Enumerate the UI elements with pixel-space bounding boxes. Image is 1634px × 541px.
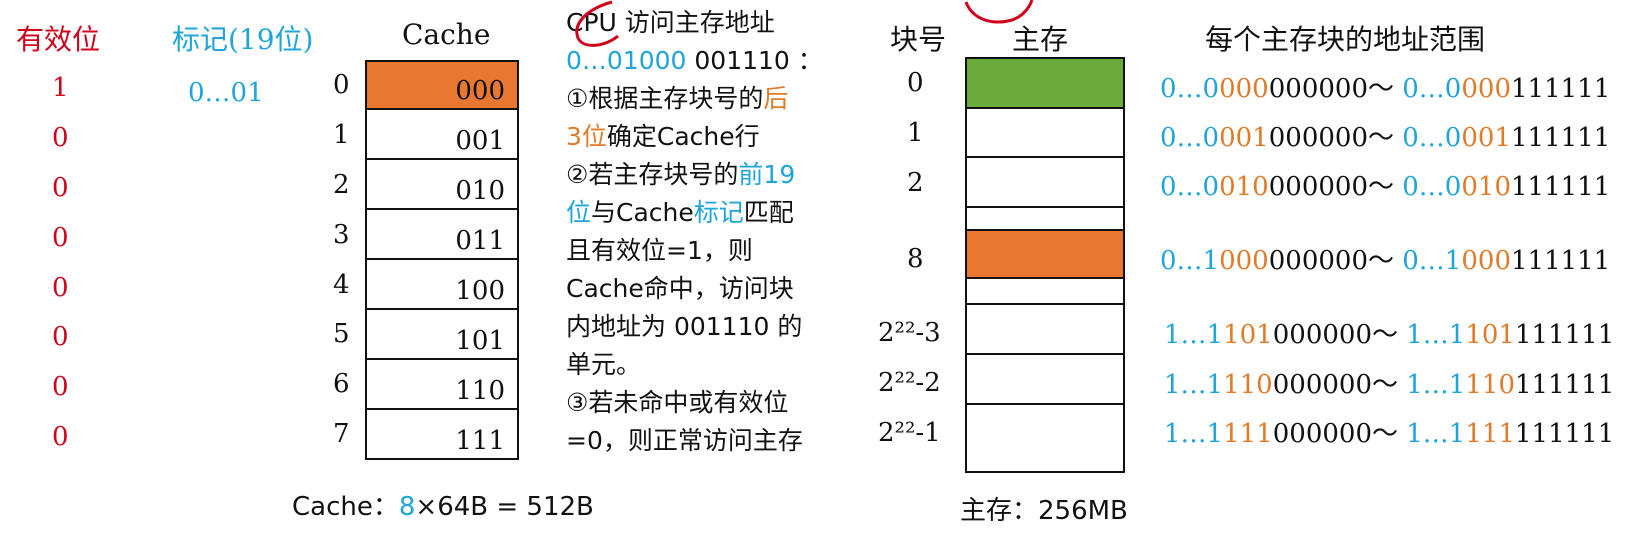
cache-line-bits: 110 — [455, 376, 505, 406]
tag-value: 0…01 — [188, 78, 264, 108]
tag-header: 标记(19位) — [172, 23, 314, 56]
address-range-row: 1…1111000000～ 1…1111111111 — [1164, 419, 1615, 449]
memory-divider — [967, 353, 1123, 355]
block-number: 8 — [907, 244, 924, 274]
memory-divider — [967, 107, 1123, 109]
access-description: CPU 访问主存地址 0…01000 001110 ： ①根据主存块号的后 3位… — [566, 4, 866, 460]
address-range-row: 1…1110000000～ 1…1110111111 — [1164, 370, 1615, 400]
memory-divider — [967, 156, 1123, 158]
desc-step3: ③若未命中或有效位 — [566, 388, 789, 417]
desc-line: Cache命中，访问块 — [566, 274, 794, 303]
desc-address: 0…01000 001110 ： — [566, 46, 823, 75]
memory-divider — [967, 229, 1123, 231]
desc-step2: ②若主存块号的前19 — [566, 160, 796, 189]
cache-line-index: 3 — [333, 220, 350, 250]
desc-line: CPU 访问主存地址 — [566, 8, 775, 37]
desc-line: 内地址为 001110 的 — [566, 312, 803, 341]
memory-divider — [967, 303, 1123, 305]
memory-divider — [967, 206, 1123, 208]
cache-line-index: 0 — [333, 70, 350, 100]
memory-block-8 — [967, 231, 1123, 277]
valid-bit: 0 — [52, 123, 69, 153]
cache-line: 100 — [365, 260, 519, 310]
memory-block-0 — [967, 59, 1123, 107]
address-range-row: 0…0000000000～ 0…0000111111 — [1160, 74, 1611, 104]
cache-line-index: 5 — [333, 319, 350, 349]
cache-line: 010 — [365, 160, 519, 210]
memory-divider — [967, 277, 1123, 279]
address-range-row: 0…0001000000～ 0…0001111111 — [1160, 123, 1611, 153]
cache-line-bits: 011 — [455, 226, 505, 256]
cache-line-index: 6 — [333, 369, 350, 399]
cache-line-bits: 010 — [455, 176, 505, 206]
cache-line-index: 1 — [333, 120, 350, 150]
address-range-row: 0…1000000000～ 0…1000111111 — [1160, 246, 1611, 276]
cache-line: 101 — [365, 310, 519, 360]
desc-step2-cont: 位与Cache标记匹配 — [566, 198, 794, 227]
valid-bit: 0 — [52, 173, 69, 203]
valid-bit: 0 — [52, 322, 69, 352]
desc-line: 单元。 — [566, 350, 642, 379]
valid-bit: 0 — [52, 422, 69, 452]
cache-line-bits: 100 — [455, 276, 505, 306]
cache-table: 000 001 010 011 100 101 110 111 — [365, 60, 523, 476]
main-memory-size-caption: 主存：256MB — [960, 496, 1128, 526]
cache-line-index: 4 — [333, 270, 350, 300]
block-number: 1 — [907, 118, 924, 148]
memory-divider — [967, 403, 1123, 405]
main-memory-table — [965, 57, 1125, 473]
cache-line-hit: 000 — [365, 60, 519, 110]
valid-bit: 1 — [52, 73, 69, 103]
address-range-row: 1…1101000000～ 1…1101111111 — [1164, 320, 1615, 350]
cache-line: 111 — [365, 410, 519, 460]
block-number: 2²²-1 — [878, 418, 941, 448]
valid-bit-header: 有效位 — [16, 23, 101, 56]
cache-header: Cache — [402, 18, 491, 51]
block-number: 2 — [907, 168, 924, 198]
block-number: 2²²-2 — [878, 368, 941, 398]
block-number-header: 块号 — [890, 23, 947, 56]
cache-line-index: 7 — [333, 419, 350, 449]
block-number: 0 — [907, 68, 924, 98]
desc-step3-cont: =0，则正常访问主存 — [566, 426, 803, 455]
cache-line-bits: 001 — [455, 126, 505, 156]
cache-line: 110 — [365, 360, 519, 410]
desc-line: 且有效位=1，则 — [566, 236, 753, 265]
main-memory-header: 主存 — [1012, 23, 1069, 56]
cache-line-bits: 000 — [455, 76, 505, 106]
cache-line-index: 2 — [333, 170, 350, 200]
desc-step1: ①根据主存块号的后 — [566, 84, 789, 113]
valid-bit: 0 — [52, 372, 69, 402]
cache-line-bits: 111 — [455, 426, 505, 456]
cache-line: 001 — [365, 110, 519, 160]
address-range-header: 每个主存块的地址范围 — [1205, 23, 1486, 56]
desc-step1-cont: 3位确定Cache行 — [566, 122, 760, 151]
cache-line-bits: 101 — [455, 326, 505, 356]
cache-size-caption: Cache：8×64B = 512B — [292, 492, 594, 522]
cache-line: 011 — [365, 210, 519, 260]
address-range-row: 0…0010000000～ 0…0010111111 — [1160, 172, 1611, 202]
valid-bit: 0 — [52, 223, 69, 253]
valid-bit: 0 — [52, 273, 69, 303]
block-number: 2²²-3 — [878, 318, 941, 348]
